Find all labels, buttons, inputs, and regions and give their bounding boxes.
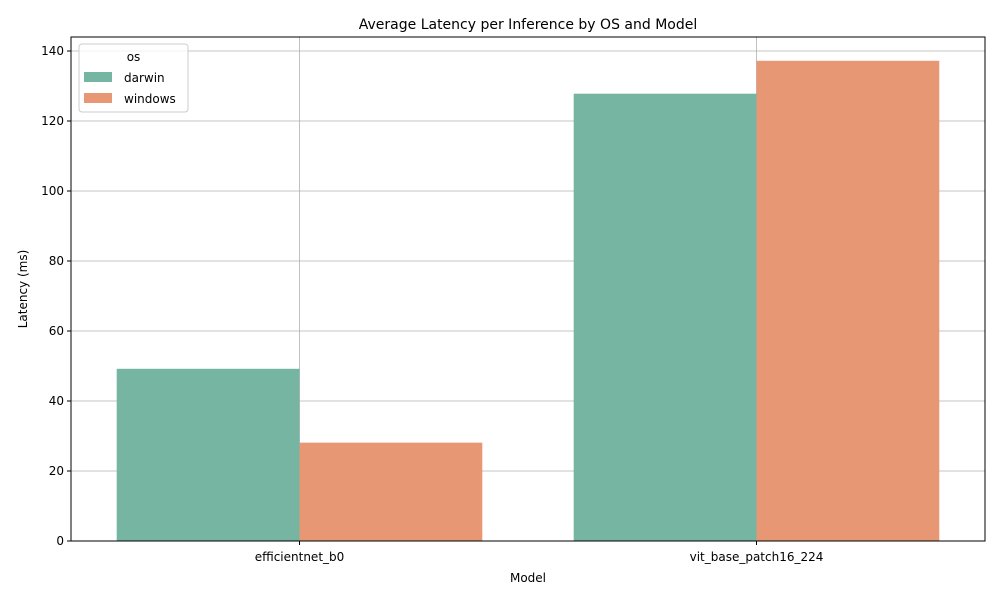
bar-windows-efficientnet_b0 [299, 442, 483, 541]
x-axis-title: Model [510, 571, 546, 585]
x-tick-label: vit_base_patch16_224 [690, 550, 824, 564]
chart-title: Average Latency per Inference by OS and … [359, 17, 697, 33]
bar-windows-vit_base_patch16_224 [756, 60, 940, 542]
ticks: 0 20 40 60 80 100 120 140 efficientnet_b0 vit_bas… [41, 44, 823, 564]
y-tick-label: 0 [56, 534, 64, 548]
bar-darwin-vit_base_patch16_224 [573, 93, 757, 541]
y-tick-label: 120 [41, 114, 64, 128]
legend-items: darwin windows [84, 71, 176, 106]
y-axis-title: Latency (ms) [16, 250, 30, 329]
y-tick-label: 80 [49, 254, 64, 268]
legend-swatch-darwin [84, 72, 112, 82]
y-tick-label: 100 [41, 184, 64, 198]
axes-frame [70, 36, 986, 542]
y-tick-label: 60 [49, 324, 64, 338]
bars [116, 60, 940, 542]
y-tick-label: 140 [41, 44, 64, 58]
bar-darwin-efficientnet_b0 [116, 368, 300, 541]
legend-label-darwin: darwin [124, 71, 165, 85]
legend-label-windows: windows [124, 92, 176, 106]
x-tick-label: efficientnet_b0 [255, 550, 345, 564]
legend-title: os [127, 50, 141, 64]
legend-swatch-windows [84, 93, 112, 103]
y-tick-label: 40 [49, 394, 64, 408]
y-tick-label: 20 [49, 464, 64, 478]
legend: os darwin windows [78, 43, 189, 113]
